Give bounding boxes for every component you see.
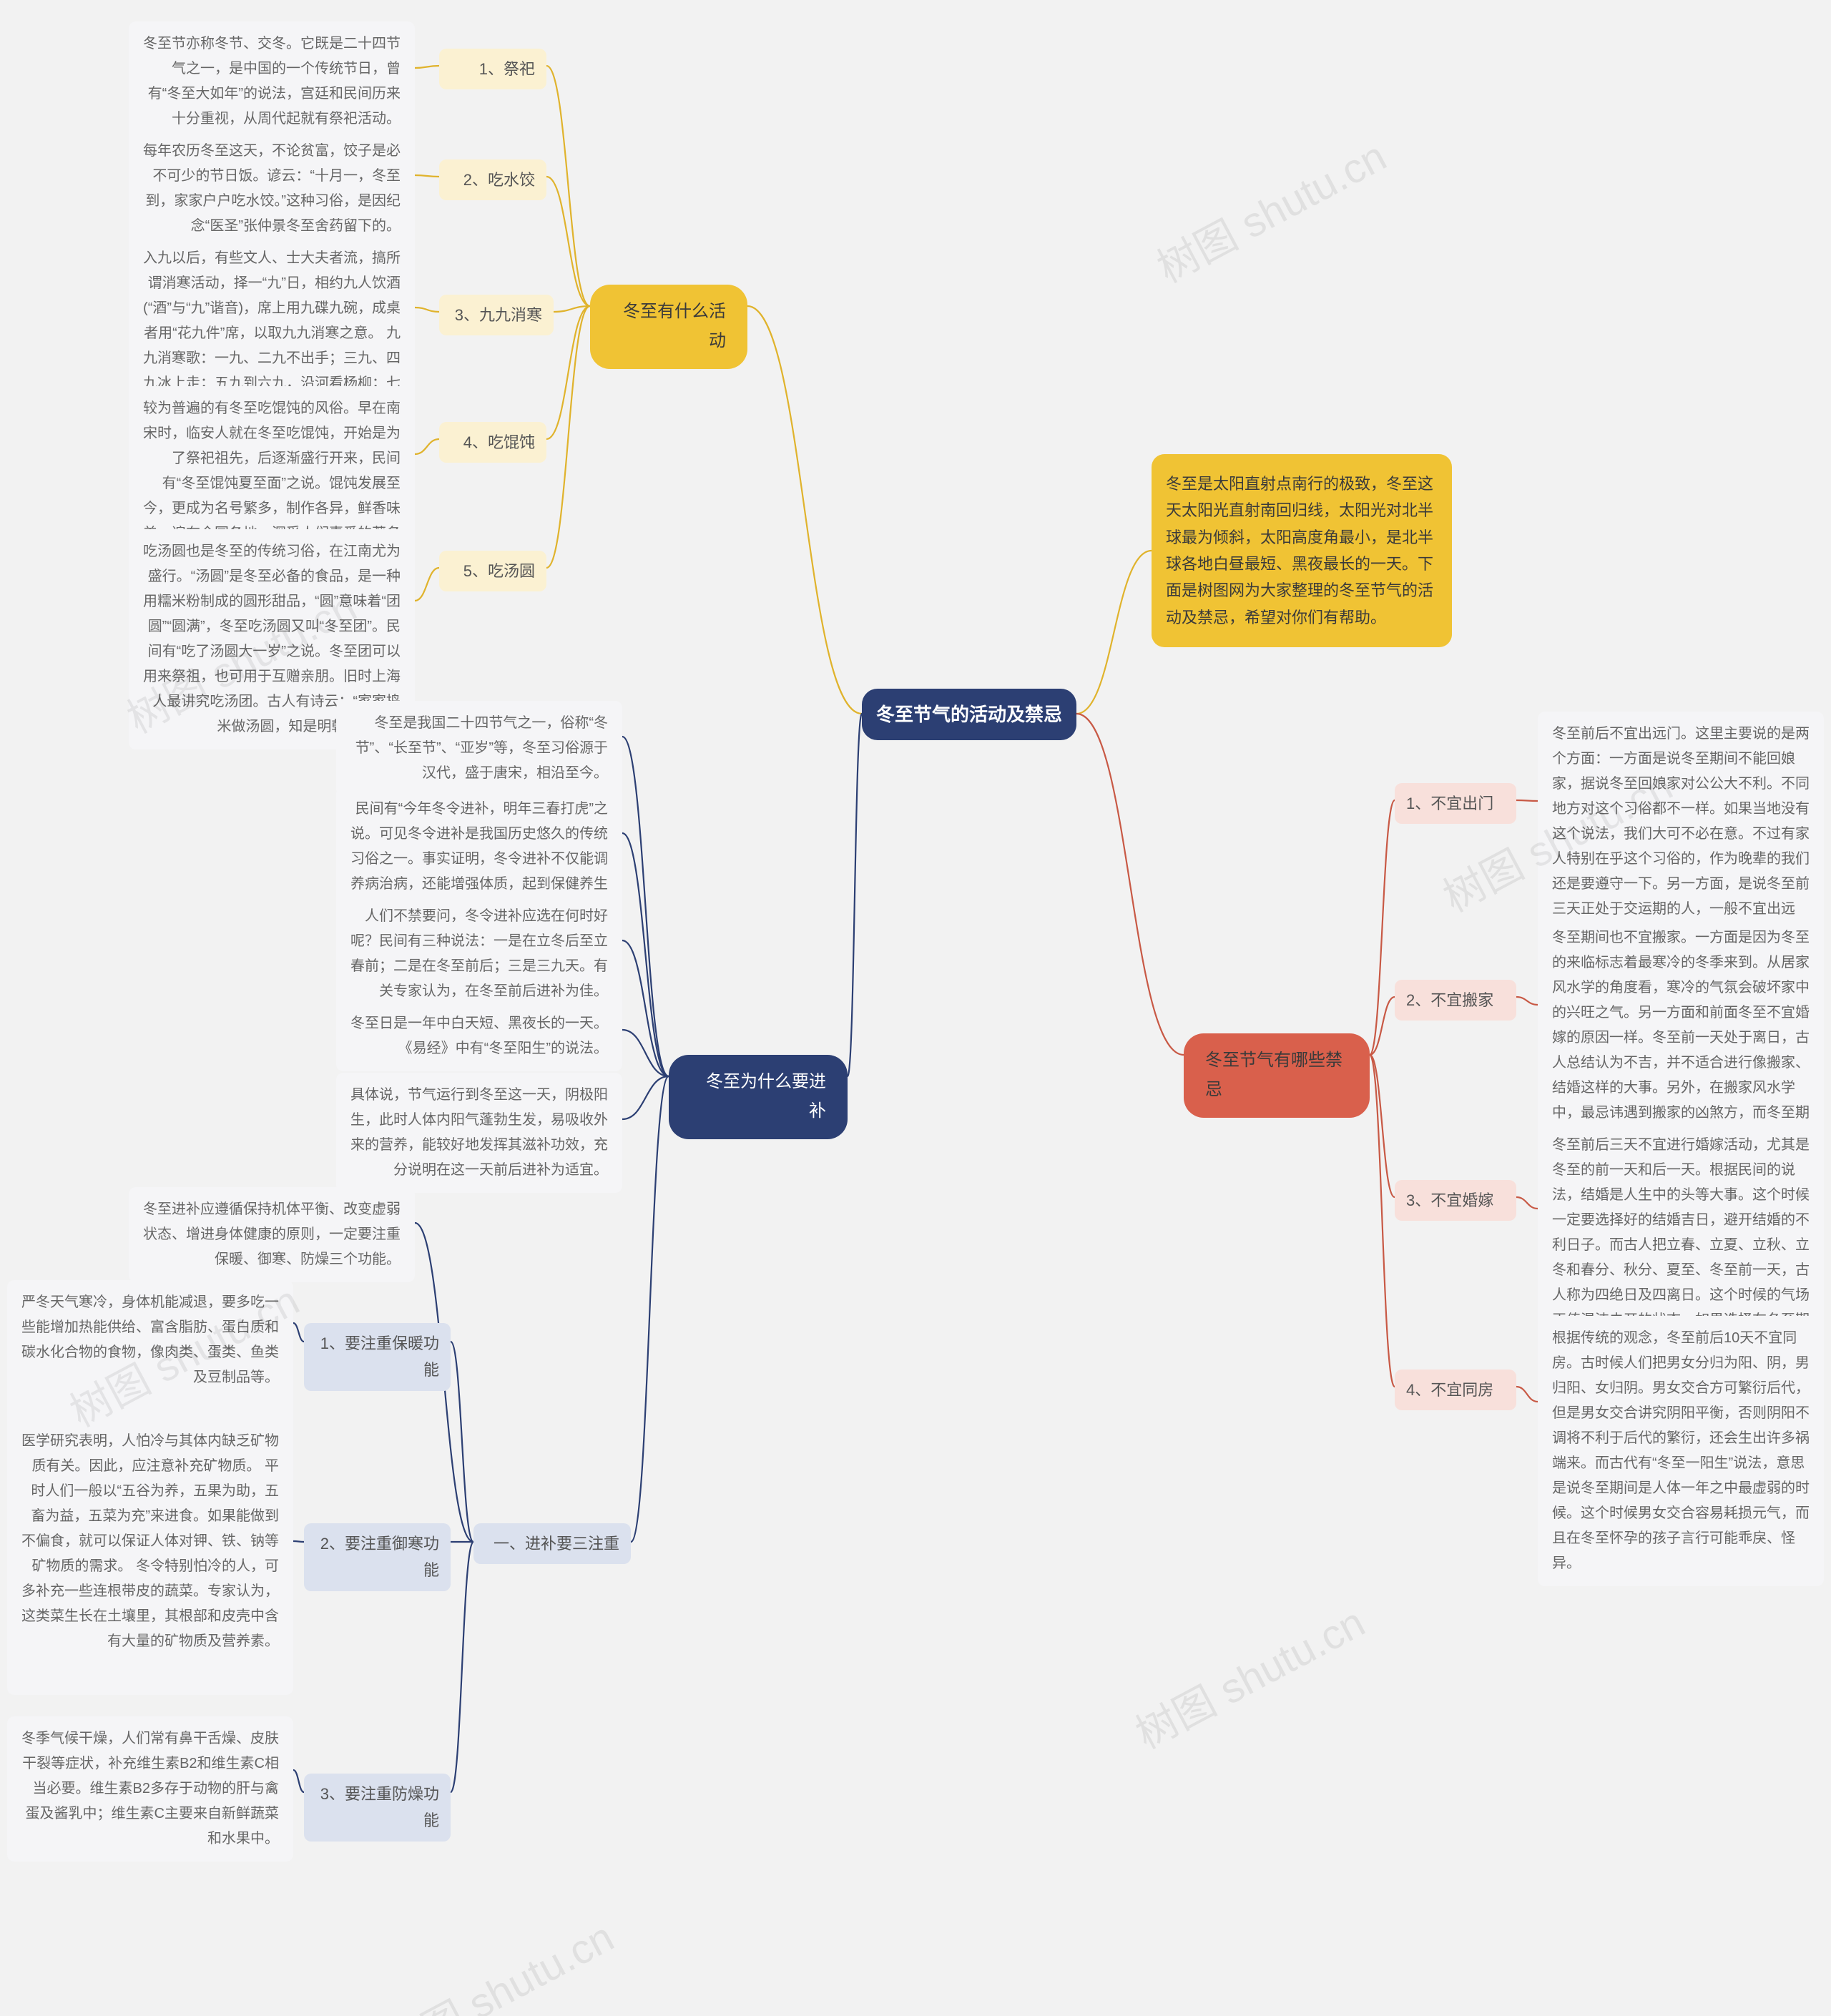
activities-sub-4: 5、吃汤圆 xyxy=(439,551,546,591)
watermark: 树图 shutu.cn xyxy=(1145,123,1395,294)
mindmap-link xyxy=(1516,1197,1538,1209)
mindmap-link xyxy=(546,306,590,568)
mindmap-link xyxy=(1516,997,1538,1005)
taboos-sub-2: 3、不宜婚嫁 xyxy=(1395,1180,1516,1221)
mindmap-link xyxy=(747,306,862,714)
mindmap-link xyxy=(415,308,439,312)
activities-sub-2: 3、九九消寒 xyxy=(439,295,554,335)
cat-taboos: 冬至节气有哪些禁忌 xyxy=(1184,1033,1370,1118)
watermark: 树图 shutu.cn xyxy=(1124,1589,1374,1760)
supplement-intro-leaf-0: 冬至是我国二十四节气之一，俗称“冬节”、“长至节”、“亚岁”等，冬至习俗源于汉代… xyxy=(336,701,622,796)
mindmap-link xyxy=(622,1076,669,1119)
activities-sub-0: 1、祭祀 xyxy=(439,49,546,89)
supplement-sub-leaf-1: 医学研究表明，人怕冷与其体内缺乏矿物质有关。因此，应注意补充矿物质。 平时人们一… xyxy=(7,1387,293,1695)
mindmap-link xyxy=(1076,551,1152,714)
supplement-intro-leaf-3: 冬至日是一年中白天短、黑夜长的一天。《易经》中有“冬至阳生”的说法。 xyxy=(336,1001,622,1071)
taboos-sub-1: 2、不宜搬家 xyxy=(1395,980,1516,1021)
mindmap-link xyxy=(1516,800,1538,801)
supplement-sub-leaf-2: 冬季气候干燥，人们常有鼻干舌燥、皮肤干裂等症状，补充维生素B2和维生素C相当必要… xyxy=(7,1716,293,1862)
mindmap-link xyxy=(622,1030,669,1076)
cat-supplement: 冬至为什么要进补 xyxy=(669,1055,848,1139)
mindmap-link xyxy=(415,66,439,68)
mindmap-link xyxy=(622,940,669,1076)
supplement-group: 一、进补要三注重 xyxy=(473,1523,631,1564)
supplement-sub-0: 1、要注重保暖功能 xyxy=(304,1323,451,1391)
mindmap-link xyxy=(848,714,862,1076)
mindmap-link xyxy=(1370,800,1395,1055)
mindmap-link xyxy=(293,1541,304,1542)
taboos-sub-3: 4、不宜同房 xyxy=(1395,1370,1516,1410)
supplement-intro-leaf-4: 具体说，节气运行到冬至这一天，阴极阳生，此时人体内阳气蓬勃生发，易吸收外来的营养… xyxy=(336,1073,622,1193)
mindmap-link xyxy=(1370,1055,1395,1387)
mindmap-link xyxy=(1516,1387,1538,1402)
mindmap-link xyxy=(1370,997,1395,1055)
center-node: 冬至节气的活动及禁忌 xyxy=(862,689,1076,740)
supplement-sub-1: 2、要注重御寒功能 xyxy=(304,1523,451,1591)
mindmap-link xyxy=(622,833,669,1076)
intro-node: 冬至是太阳直射点南行的极致，冬至这天太阳光直射南回归线，太阳光对北半球最为倾斜，… xyxy=(1152,454,1452,647)
mindmap-link xyxy=(415,175,439,177)
taboos-leaf-3: 根据传统的观念，冬至前后10天不宜同房。古时候人们把男女分归为阳、阴，男归阳、女… xyxy=(1538,1316,1824,1586)
mindmap-link xyxy=(1370,1055,1395,1197)
mindmap-link xyxy=(293,1323,304,1342)
supplement-sub-2: 3、要注重防燥功能 xyxy=(304,1774,451,1842)
activities-leaf-0: 冬至节亦称冬节、交冬。它既是二十四节气之一，是中国的一个传统节日，曾有“冬至大如… xyxy=(129,21,415,142)
mindmap-link xyxy=(622,737,669,1076)
mindmap-link xyxy=(415,439,439,454)
mindmap-link xyxy=(546,177,590,306)
supplement-intro-leaf-2: 人们不禁要问，冬令进补应选在何时好呢？民间有三种说法：一是在立冬后至立春前；二是… xyxy=(336,894,622,1014)
activities-sub-3: 4、吃馄饨 xyxy=(439,422,546,463)
mindmap-link xyxy=(415,568,439,601)
mindmap-link xyxy=(451,1342,473,1542)
cat-activities: 冬至有什么活动 xyxy=(590,285,747,369)
taboos-sub-0: 1、不宜出门 xyxy=(1395,783,1516,824)
mindmap-link xyxy=(554,306,590,312)
mindmap-link xyxy=(631,1076,669,1542)
mindmap-link xyxy=(451,1542,473,1792)
supplement-sub-leaf-0: 严冬天气寒冷，身体机能减退，要多吃一些能增加热能供给、富含脂肪、蛋白质和碳水化合… xyxy=(7,1280,293,1400)
watermark: 树图 shutu.cn xyxy=(373,1904,623,2016)
activities-sub-1: 2、吃水饺 xyxy=(439,159,546,200)
mindmap-link xyxy=(1076,714,1184,1055)
mindmap-link xyxy=(293,1770,304,1792)
supplement-group-head: 冬至进补应遵循保持机体平衡、改变虚弱状态、增进身体健康的原则，一定要注重保暖、御… xyxy=(129,1187,415,1282)
mindmap-link xyxy=(546,66,590,306)
activities-leaf-1: 每年农历冬至这天，不论贫富，饺子是必不可少的节日饭。谚云：“十月一，冬至到，家家… xyxy=(129,129,415,249)
